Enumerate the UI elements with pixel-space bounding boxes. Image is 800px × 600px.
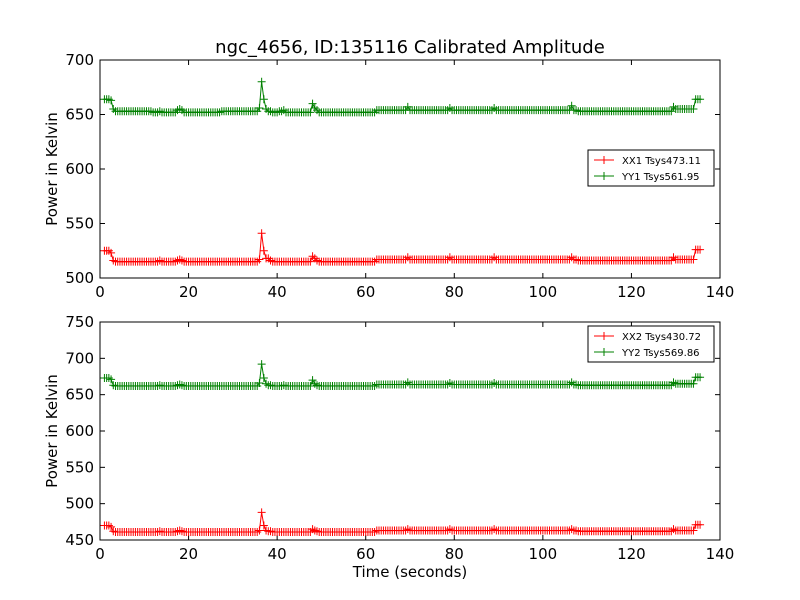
- data-point: [696, 95, 705, 104]
- y-tick-label: 700: [65, 51, 94, 69]
- data-point: [259, 246, 268, 255]
- y-tick-label: 600: [65, 160, 94, 178]
- data-point: [308, 99, 317, 108]
- x-tick-label: 40: [268, 283, 287, 301]
- x-tick-label: 100: [529, 283, 558, 301]
- top-panel: 0 20 40 60 80 100 120 140 500 550 600 650 700 Power i…: [43, 51, 734, 301]
- data-point: [689, 526, 698, 535]
- data-point: [689, 255, 698, 264]
- legend-label: YY2 Tsys569.86: [621, 348, 700, 359]
- data-point: [257, 360, 266, 369]
- legend: XX2 Tsys430.72 YY2 Tsys569.86: [587, 325, 715, 363]
- data-point: [255, 255, 264, 264]
- data-point: [255, 379, 264, 388]
- data-point: [107, 522, 116, 531]
- data-point: [306, 381, 315, 390]
- data-point: [306, 108, 315, 117]
- data-point: [696, 520, 705, 529]
- x-tick-label: 140: [706, 283, 735, 301]
- x-tick-label: 60: [356, 545, 375, 563]
- data-point: [107, 96, 116, 105]
- data-point: [689, 379, 698, 388]
- y-tick-label: 650: [65, 386, 94, 404]
- legend-marker: [600, 348, 608, 356]
- y-axis-label: Power in Kelvin: [43, 374, 61, 488]
- data-point: [107, 248, 116, 257]
- data-point: [696, 245, 705, 254]
- x-tick-label: 80: [445, 283, 464, 301]
- y-tick-label: 650: [65, 106, 94, 124]
- data-point: [257, 229, 266, 238]
- series-2: [100, 77, 705, 117]
- y-axis-label: Power in Kelvin: [43, 112, 61, 226]
- legend-label: XX1 Tsys473.11: [622, 156, 701, 167]
- series-group: [100, 360, 705, 537]
- legend-label: XX2 Tsys430.72: [622, 332, 701, 343]
- x-tick-label: 120: [617, 545, 646, 563]
- legend-marker: [600, 156, 608, 164]
- legend-box: [587, 149, 715, 187]
- y-tick-label: 450: [65, 531, 94, 549]
- chart-title: ngc_4656, ID:135116 Calibrated Amplitude: [215, 37, 605, 58]
- y-tick-label: 700: [65, 349, 94, 367]
- data-point: [257, 508, 266, 517]
- y-tick-label: 500: [65, 495, 94, 513]
- bottom-panel: 0 20 40 60 80 100 120 140 450 500 550 600 650 700 750 P…: [43, 313, 734, 581]
- series-1: [100, 508, 705, 537]
- x-tick-label: 40: [268, 545, 287, 563]
- series-2: [100, 360, 705, 390]
- legend-label: YY1 Tsys561.95: [621, 172, 700, 183]
- data-point: [259, 373, 268, 382]
- data-point: [257, 77, 266, 86]
- data-point: [255, 103, 264, 112]
- series-1: [100, 229, 705, 266]
- legend-marker: [600, 172, 608, 180]
- data-point: [696, 373, 705, 382]
- data-point: [689, 105, 698, 114]
- x-axis-label: Time (seconds): [352, 563, 468, 581]
- y-tick-label: 550: [65, 215, 94, 233]
- data-point: [306, 257, 315, 266]
- data-point: [107, 375, 116, 384]
- x-tick-label: 120: [617, 283, 646, 301]
- x-tick-label: 20: [179, 545, 198, 563]
- x-tick-label: 80: [445, 545, 464, 563]
- y-tick-label: 500: [65, 269, 94, 287]
- y-tick-label: 750: [65, 313, 94, 331]
- legend-box: [587, 325, 715, 363]
- y-tick-label: 600: [65, 422, 94, 440]
- data-point: [259, 95, 268, 104]
- legend: XX1 Tsys473.11 YY1 Tsys561.95: [587, 149, 715, 187]
- x-tick-label: 20: [179, 283, 198, 301]
- x-tick-label: 60: [356, 283, 375, 301]
- y-tick-label: 550: [65, 458, 94, 476]
- x-tick-label: 140: [706, 545, 735, 563]
- x-tick-label: 0: [95, 283, 105, 301]
- x-tick-label: 100: [529, 545, 558, 563]
- data-point: [567, 101, 576, 110]
- legend-marker: [600, 332, 608, 340]
- data-point: [259, 521, 268, 530]
- x-tick-label: 0: [95, 545, 105, 563]
- series-group: [100, 77, 705, 266]
- data-point: [667, 107, 676, 116]
